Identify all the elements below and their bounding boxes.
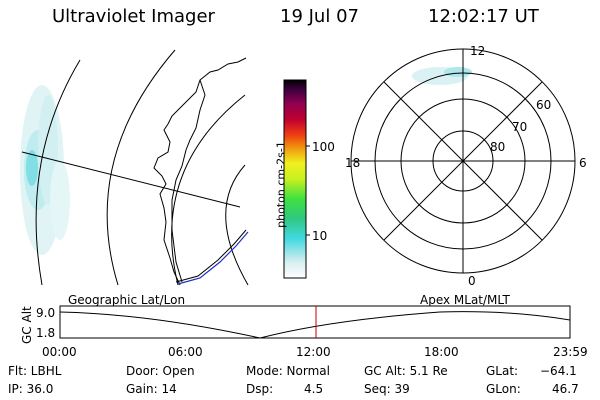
mlt-label-0: 0 bbox=[468, 274, 476, 288]
altitude-ylabel: GC Alt bbox=[20, 306, 34, 344]
altitude-plot bbox=[59, 305, 571, 339]
glat-value: −64.1 bbox=[540, 364, 577, 378]
date-label: 19 Jul 07 bbox=[280, 6, 359, 27]
flt-field: Flt: LBHL bbox=[8, 364, 62, 378]
polar-plot bbox=[350, 48, 576, 274]
glon-value: 46.7 bbox=[552, 382, 579, 396]
dsp-label: Dsp: bbox=[246, 382, 274, 396]
colorbar-tick-10: 10 bbox=[312, 229, 328, 243]
x-tick-0600: 06:00 bbox=[168, 345, 203, 359]
lat-label-80: 80 bbox=[490, 140, 506, 154]
x-tick-1800: 18:00 bbox=[424, 345, 459, 359]
time-label: 12:02:17 UT bbox=[428, 6, 539, 27]
gc-alt-field: GC Alt: 5.1 Re bbox=[364, 364, 448, 378]
colorbar-tick-100: 100 bbox=[312, 140, 335, 154]
dsp-value: 4.5 bbox=[304, 382, 324, 396]
glat-label: GLat: bbox=[486, 364, 519, 378]
coastline bbox=[153, 57, 247, 286]
aurora-oval-geo bbox=[20, 85, 70, 255]
geo-map-label: Geographic Lat/Lon bbox=[68, 293, 186, 307]
door-field: Door: Open bbox=[126, 364, 195, 378]
coastline-inner bbox=[171, 79, 206, 283]
x-tick-2359: 23:59 bbox=[553, 345, 588, 359]
gain-field: Gain: 14 bbox=[126, 382, 177, 396]
mlt-label-18: 18 bbox=[345, 156, 361, 170]
seq-field: Seq: 39 bbox=[364, 382, 410, 396]
x-tick-0000: 00:00 bbox=[42, 345, 77, 359]
meridian-line bbox=[21, 151, 241, 208]
altitude-curve bbox=[59, 311, 571, 339]
lat-label-60: 60 bbox=[536, 98, 552, 112]
orbit-track-2 bbox=[175, 229, 247, 283]
lat-arc-2 bbox=[106, 49, 176, 286]
colorbar bbox=[283, 79, 310, 279]
mlt-label-12: 12 bbox=[470, 44, 486, 58]
lat-label-70: 70 bbox=[512, 120, 528, 134]
glon-label: GLon: bbox=[486, 382, 521, 396]
mode-field: Mode: Normal bbox=[246, 364, 330, 378]
mlt-label-6: 6 bbox=[579, 156, 587, 170]
lat-arc-4 bbox=[225, 164, 249, 286]
lat-arc-3 bbox=[171, 94, 246, 286]
ip-field: IP: 36.0 bbox=[8, 382, 54, 396]
colorbar-unit-label: photon cm-2s-1 bbox=[274, 141, 288, 228]
alt-tick-1-8: 1.8 bbox=[36, 326, 56, 340]
orbit-track bbox=[177, 231, 249, 285]
app-title: Ultraviolet Imager bbox=[52, 6, 215, 27]
apex-label: Apex MLat/MLT bbox=[420, 293, 510, 307]
lat-arc-1 bbox=[35, 59, 81, 286]
x-tick-1200: 12:00 bbox=[296, 345, 331, 359]
alt-tick-9: 9.0 bbox=[36, 306, 56, 320]
